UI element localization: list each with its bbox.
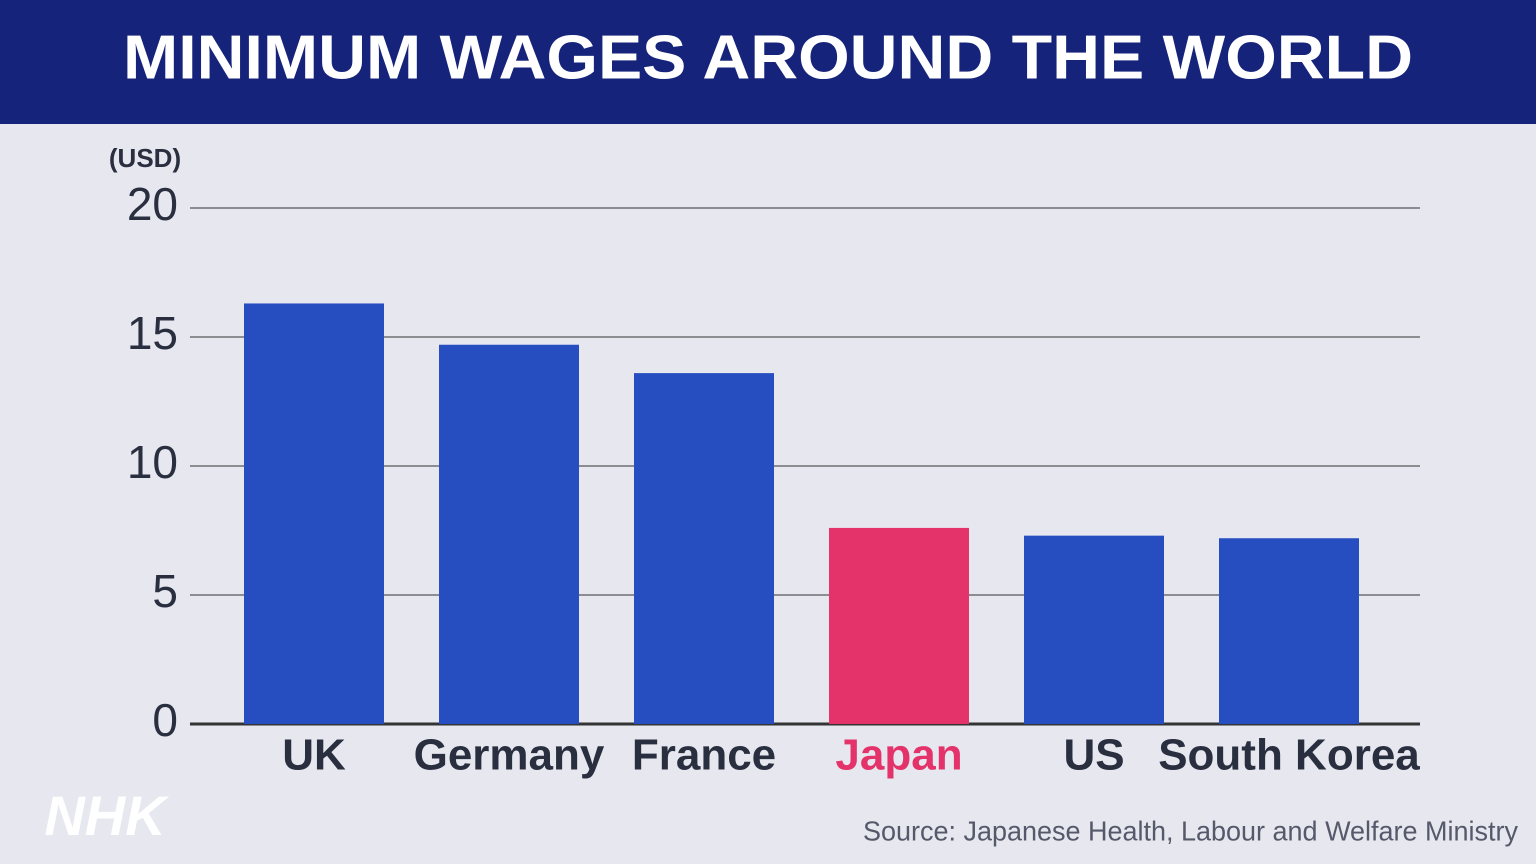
x-tick-label: France bbox=[632, 731, 776, 780]
header-band bbox=[0, 0, 1536, 124]
y-tick-label: 0 bbox=[152, 694, 178, 746]
bar bbox=[439, 344, 579, 724]
y-tick-label: 20 bbox=[127, 178, 178, 230]
y-tick-label: 5 bbox=[152, 565, 178, 617]
chart-title: MINIMUM WAGES AROUND THE WORLD bbox=[123, 23, 1413, 92]
bar bbox=[634, 373, 774, 724]
x-tick-label: UK bbox=[282, 731, 346, 780]
y-axis-label: (USD) bbox=[109, 143, 181, 173]
x-tick-label: Japan bbox=[835, 731, 962, 780]
y-tick-label: 10 bbox=[127, 436, 178, 488]
bar bbox=[1219, 538, 1359, 724]
x-tick-label: US bbox=[1063, 731, 1124, 780]
logo: NHK bbox=[44, 784, 169, 847]
y-tick-label: 15 bbox=[127, 307, 178, 359]
bar bbox=[829, 527, 969, 724]
bar bbox=[1024, 535, 1164, 724]
x-tick-label: South Korea bbox=[1158, 731, 1420, 780]
source-note: Source: Japanese Health, Labour and Welf… bbox=[863, 815, 1518, 846]
bar bbox=[244, 303, 384, 724]
x-tick-label: Germany bbox=[414, 731, 605, 780]
